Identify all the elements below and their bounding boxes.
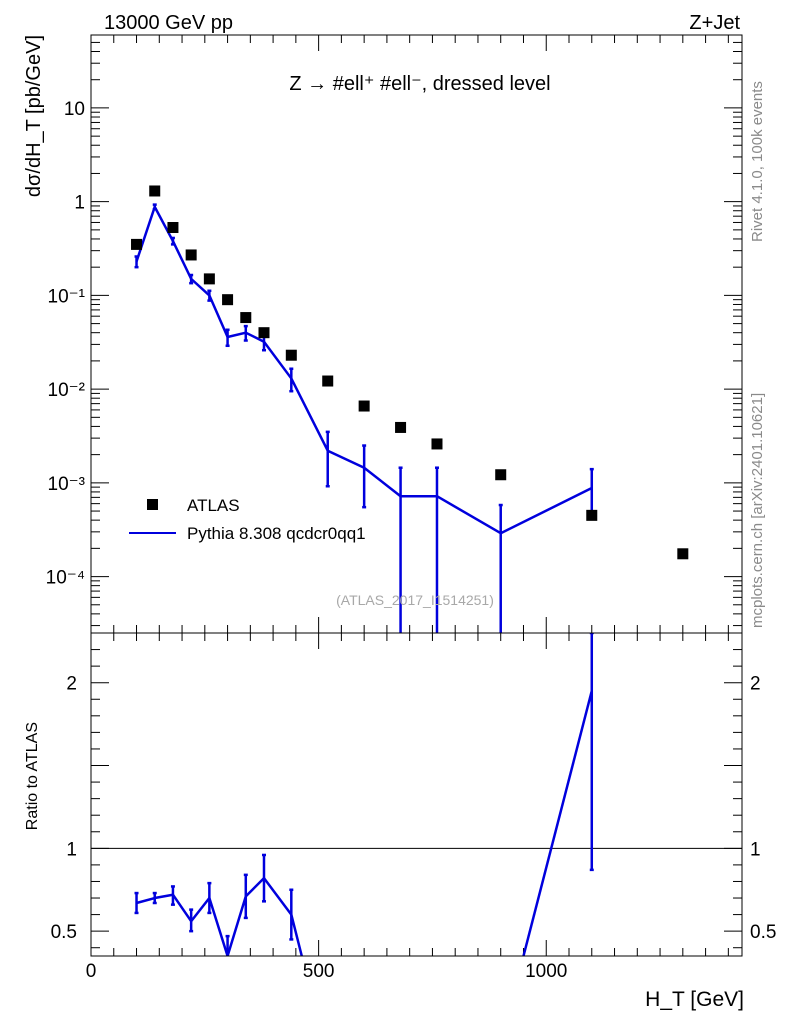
atlas-data-point <box>285 349 297 361</box>
atlas-data-point <box>586 509 598 521</box>
legend-label-pythia: Pythia 8.308 qcdcr0qq1 <box>187 524 366 543</box>
mcplots-label: mcplots.cern.ch [arXiv:2401.10621] <box>749 393 766 628</box>
x-tick-label: 0 <box>86 961 97 982</box>
ratio-series-line <box>522 690 593 956</box>
legend: ATLAS Pythia 8.308 qcdcr0qq1 <box>129 496 366 543</box>
x-tick-label: 500 <box>303 961 335 982</box>
atlas-data-point <box>495 469 507 481</box>
ratio-y-tick-label: 0.5 <box>51 922 77 943</box>
pythia-series-line <box>135 205 593 535</box>
atlas-data-point <box>131 238 143 250</box>
atlas-data-point <box>203 273 215 285</box>
main-panel-series <box>131 185 689 633</box>
ratio-y-tick-label-right: 2 <box>750 674 761 695</box>
ratio-series-line <box>136 876 303 956</box>
ratio-y-tick-label-right: 1 <box>750 839 761 860</box>
ratio-ylabel: Ratio to ATLAS <box>24 722 41 830</box>
rivet-version-label: Rivet 4.1.0, 100k events <box>749 81 766 242</box>
atlas-data-point <box>322 375 334 387</box>
beam-label: 13000 GeV pp <box>104 12 233 34</box>
x-axis-tick-labels: 0 500 1000 <box>86 961 568 982</box>
atlas-data-point <box>358 400 370 412</box>
main-panel-frame <box>90 34 743 634</box>
main-y-tick-label: 10 <box>64 99 85 120</box>
chart-title: Z → #ell⁺ #ell⁻, dressed level <box>289 73 550 95</box>
atlas-data-point <box>431 438 443 450</box>
ratio-y-tick-label: 2 <box>66 674 77 695</box>
legend-label-atlas: ATLAS <box>187 496 240 515</box>
main-panel-ticks <box>90 34 742 633</box>
main-panel: 10 1 10⁻¹ 10⁻² 10⁻³ 10⁻⁴ Z → #ell⁺ #ell⁻, dre… <box>23 34 743 634</box>
main-y-tick-label: 10⁻¹ <box>48 286 86 307</box>
ratio-panel-series <box>134 633 594 956</box>
atlas-data-point <box>149 185 161 197</box>
main-panel-ytick-labels: 10 1 10⁻¹ 10⁻² 10⁻³ 10⁻⁴ <box>46 99 85 589</box>
atlas-data-point <box>677 548 689 560</box>
ratio-y-tick-label: 1 <box>66 839 77 860</box>
legend-marker-atlas <box>147 499 158 510</box>
ratio-panel-ticks <box>90 632 742 956</box>
ratio-panel-ytick-labels: 0.5 0.5 1 1 2 2 <box>51 674 777 943</box>
ratio-y-tick-label-right: 0.5 <box>750 922 776 943</box>
atlas-data-point <box>395 421 407 433</box>
x-axis-label: H_T [GeV] <box>645 988 744 1011</box>
atlas-data-point <box>258 327 270 339</box>
main-y-tick-label: 1 <box>74 193 85 214</box>
atlas-data-point <box>185 249 197 261</box>
main-y-tick-label: 10⁻⁴ <box>46 568 85 589</box>
atlas-data-point <box>240 312 252 324</box>
atlas-data-point <box>222 294 234 306</box>
ratio-panel: 0.5 0.5 1 1 2 2 Ratio to ATLAS <box>24 632 777 957</box>
atlas-data-point <box>167 222 179 234</box>
process-label: Z+Jet <box>689 12 740 34</box>
x-tick-label: 1000 <box>525 961 567 982</box>
analysis-label: (ATLAS_2017_I1514251) <box>336 592 494 608</box>
main-y-tick-label: 10⁻² <box>48 380 86 401</box>
ratio-panel-frame <box>90 632 743 957</box>
main-ylabel: dσ/dH_T [pb/GeV] <box>23 35 45 197</box>
main-y-tick-label: 10⁻³ <box>48 474 86 495</box>
